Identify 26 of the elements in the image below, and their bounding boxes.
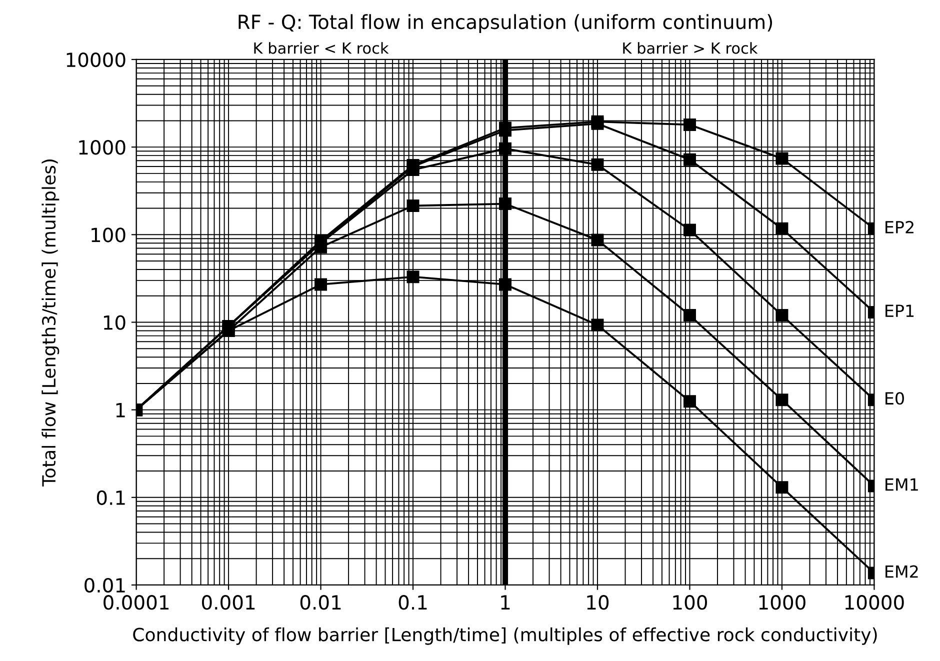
x-tick-label: 100 [673,595,707,610]
x-tick-label: 1000 [759,595,806,610]
y-tick-label: 1 [116,403,125,418]
x-tick-label: 0.01 [300,595,341,610]
x-tick-label: 0.0001 [104,595,169,610]
text: K barrier > K rock [623,42,758,54]
series-label: EP2 [886,220,914,234]
y-tick-label: 100 [92,228,126,242]
x-tick-label: 0.001 [202,595,255,610]
series-label: E0 [886,392,904,405]
y-tick-label: 0.01 [84,578,125,593]
y-tick-label: 0.1 [96,490,125,506]
text: K barrier < K rock [254,42,389,54]
x-tick-label: 1 [501,595,510,610]
series-label: EP1 [886,304,914,317]
series-label: EM2 [886,565,918,578]
y-tick-label: 1000 [79,140,126,155]
y-axis-title: Total flow [Length3/time] (multiples) [42,160,60,487]
y-tick-label: 10 [104,315,126,330]
chart-title: RF - Q: Total flow in encapsulation (uniform continuum) [238,14,772,33]
x-tick-label: 10 [587,595,609,610]
x-tick-label: 10000 [845,595,904,610]
x-tick-label: 0.1 [398,595,427,610]
x-axis-title: Conductivity of flow barrier [Length/time] (multiples of effective rock conductivity) [133,627,877,645]
series-label: EM1 [886,478,918,491]
y-tick-label: 10000 [66,52,126,68]
